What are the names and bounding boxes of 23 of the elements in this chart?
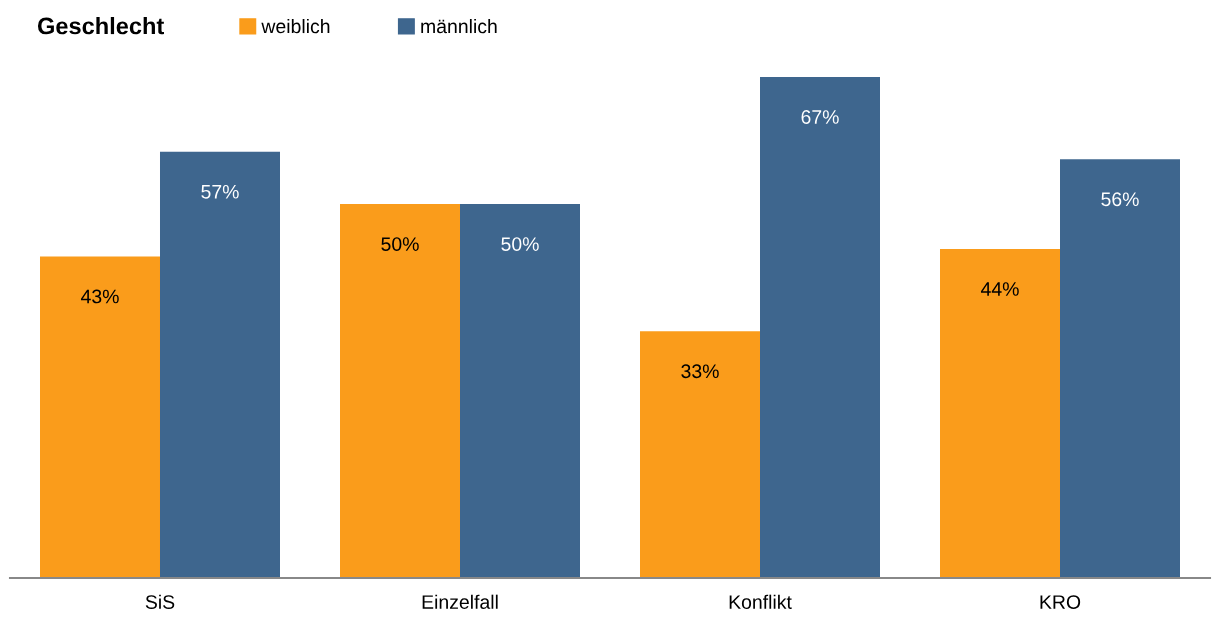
data-label: 56% <box>1101 192 1139 207</box>
bar <box>340 204 460 578</box>
x-tick-label: KRO <box>1040 595 1081 609</box>
bar <box>760 77 880 578</box>
data-label: 43% <box>80 289 119 304</box>
bar <box>640 331 760 578</box>
legend-label: weiblich <box>261 18 330 34</box>
data-label: 57% <box>201 184 239 199</box>
data-label: 67% <box>801 110 839 124</box>
legend-label: männlich <box>421 18 497 34</box>
x-tick-label: Konflikt <box>729 594 792 609</box>
bar <box>40 256 160 578</box>
x-tick-label: Einzelfall <box>422 594 498 609</box>
data-label: 44% <box>980 282 1019 296</box>
data-label: 50% <box>381 237 419 252</box>
data-label: 33% <box>681 364 719 379</box>
bar <box>940 248 1060 578</box>
bar <box>160 151 280 578</box>
data-label: 50% <box>501 237 539 252</box>
bar <box>1060 159 1180 578</box>
bar <box>460 204 580 578</box>
x-tick-label: SiS <box>145 594 175 609</box>
chart-title: Geschlecht <box>37 17 164 35</box>
